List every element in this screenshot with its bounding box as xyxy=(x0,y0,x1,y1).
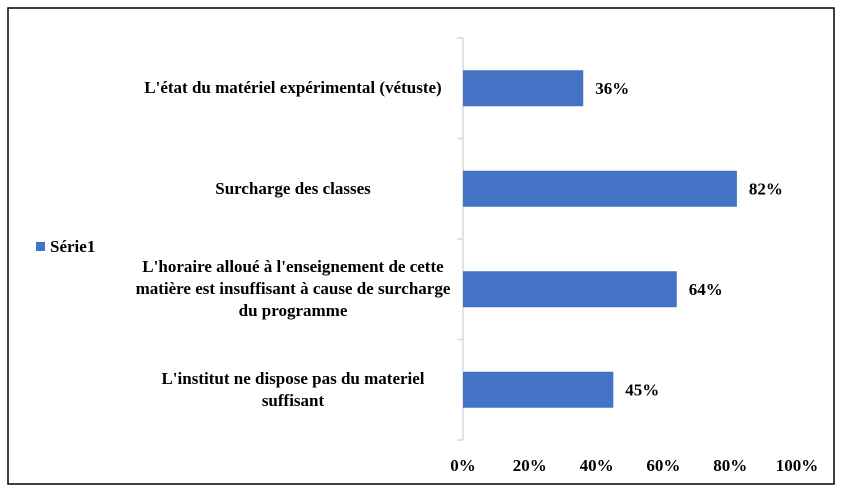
x-tick-label: 0% xyxy=(450,456,476,475)
y-tick-label: L'état du matériel expérimental (vétuste… xyxy=(144,78,442,98)
chart-border xyxy=(7,7,835,485)
x-tick-label: 100% xyxy=(776,456,819,475)
bar xyxy=(463,271,677,308)
bar xyxy=(463,371,614,408)
data-label: 36% xyxy=(595,79,629,98)
data-label: 64% xyxy=(689,280,723,299)
x-tick-label: 20% xyxy=(513,456,547,475)
x-tick-label: 80% xyxy=(713,456,747,475)
x-tick-label: 40% xyxy=(580,456,614,475)
bar xyxy=(463,70,584,107)
legend-label: Série1 xyxy=(50,237,95,256)
legend-swatch xyxy=(36,242,45,251)
y-tick-label: L'institut ne dispose pas du materiel su… xyxy=(161,368,425,410)
data-label: 82% xyxy=(749,180,783,199)
y-tick-label: Surcharge des classes xyxy=(215,178,371,198)
y-tick-label: L'horaire alloué à l'enseignement de cet… xyxy=(135,257,451,321)
bar xyxy=(463,170,737,207)
data-label: 45% xyxy=(625,381,659,400)
x-tick-label: 60% xyxy=(646,456,680,475)
